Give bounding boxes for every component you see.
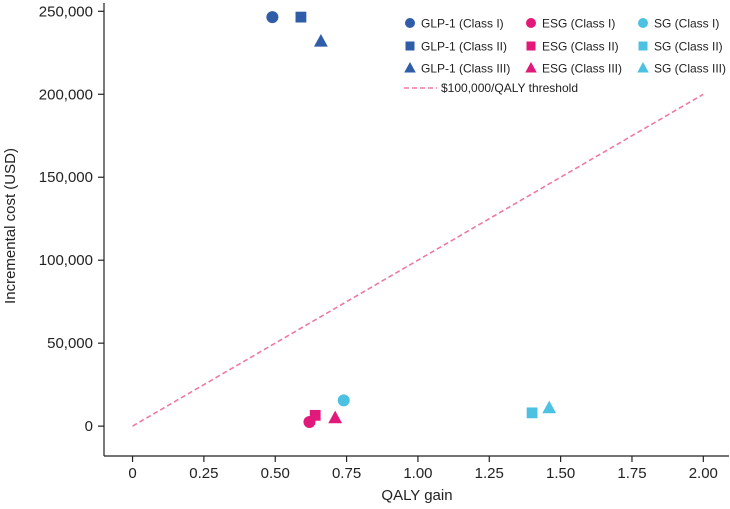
legend-label-threshold: $100,000/QALY threshold (441, 81, 578, 95)
point-glp-1-class-ii (295, 11, 307, 23)
legend-label-glp-1-class-ii: GLP-1 (Class II) (421, 40, 507, 54)
legend-marker-esg-class-ii (526, 41, 536, 51)
point-esg-class-ii (309, 409, 321, 421)
legend-label-sg-class-ii: SG (Class II) (654, 40, 723, 54)
legend-marker-glp-1-class-i (405, 18, 415, 28)
x-tick-label: 0.50 (261, 465, 290, 482)
x-tick-label: 1.50 (546, 465, 575, 482)
legend-label-sg-class-iii: SG (Class III) (654, 62, 726, 76)
legend-label-glp-1-class-i: GLP-1 (Class I) (421, 17, 504, 31)
legend-marker-esg-class-i (526, 18, 536, 28)
legend-label-esg-class-ii: ESG (Class II) (542, 40, 619, 54)
legend-label-sg-class-i: SG (Class I) (654, 17, 719, 31)
x-axis-title: QALY gain (381, 487, 452, 504)
point-sg-class-i (337, 394, 350, 407)
y-tick-label: 250,000 (39, 3, 93, 20)
legend-marker-sg-class-iii (637, 62, 649, 73)
y-tick-label: 50,000 (47, 335, 93, 352)
points-layer (266, 11, 557, 428)
point-glp-1-class-i (266, 11, 279, 24)
legend-marker-sg-class-ii (638, 41, 648, 51)
y-tick-label: 200,000 (39, 86, 93, 103)
point-glp-1-class-iii (313, 33, 328, 47)
x-tick-label: 2.00 (689, 465, 718, 482)
legend-label-esg-class-i: ESG (Class I) (542, 17, 615, 31)
x-tick-label: 0 (128, 465, 136, 482)
legend-label-glp-1-class-iii: GLP-1 (Class III) (421, 62, 510, 76)
legend-label-esg-class-iii: ESG (Class III) (542, 62, 622, 76)
y-tick-label: 150,000 (39, 169, 93, 186)
x-tick-label: 1.75 (617, 465, 646, 482)
x-tick-label: 1.25 (475, 465, 504, 482)
legend-marker-sg-class-i (638, 18, 648, 28)
x-tick-label: 0.75 (332, 465, 361, 482)
axes-layer: 0 50,000 100,000 150,000 200,000 250,000 0 0.25… (39, 3, 729, 482)
legend-marker-esg-class-iii (525, 62, 537, 73)
legend: GLP-1 (Class I) GLP-1 (Class II) GLP-1 (Cl… (404, 17, 726, 95)
legend-marker-glp-1-class-ii (405, 41, 415, 51)
threshold-line (132, 93, 704, 427)
x-tick-label: 0.25 (189, 465, 218, 482)
y-tick-label: 0 (85, 418, 93, 435)
y-tick-label: 100,000 (39, 252, 93, 269)
y-axis-title: Incremental cost (USD) (2, 148, 19, 304)
point-esg-class-iii (328, 410, 343, 424)
legend-marker-glp-1-class-iii (404, 62, 416, 73)
x-tick-label: 1.00 (403, 465, 432, 482)
point-sg-class-ii (526, 407, 538, 419)
threshold-layer (132, 93, 704, 427)
point-sg-class-iii (542, 400, 557, 414)
